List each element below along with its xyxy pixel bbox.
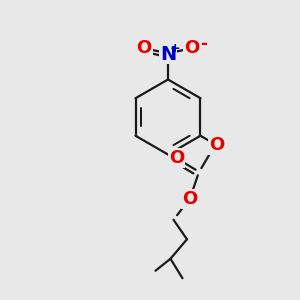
Text: O: O: [184, 39, 200, 57]
Text: -: -: [200, 35, 207, 53]
Text: N: N: [160, 44, 176, 64]
Text: +: +: [169, 42, 180, 55]
Text: O: O: [136, 39, 152, 57]
Text: O: O: [209, 136, 225, 154]
Text: O: O: [182, 190, 198, 208]
Text: O: O: [169, 149, 184, 167]
